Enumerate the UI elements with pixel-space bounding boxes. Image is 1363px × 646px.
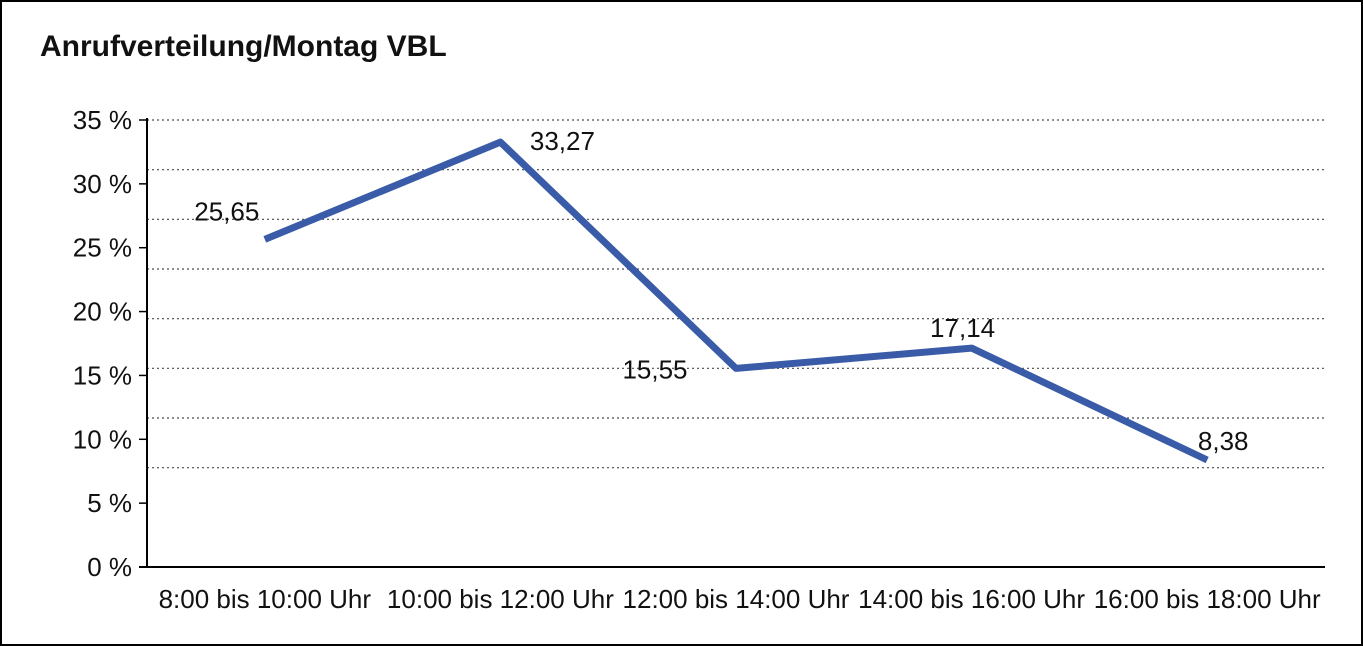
data-value-label: 8,38	[1198, 426, 1249, 456]
data-value-label: 15,55	[622, 354, 687, 384]
x-category-label: 8:00 bis 10:00 Uhr	[159, 584, 372, 614]
y-tick-label: 5 %	[87, 488, 132, 518]
x-category-label: 12:00 bis 14:00 Uhr	[623, 584, 850, 614]
x-category-label: 10:00 bis 12:00 Uhr	[387, 584, 614, 614]
y-tick-label: 20 %	[73, 297, 132, 327]
chart-title: Anrufverteilung/Montag VBL	[40, 30, 447, 63]
y-tick-label: 30 %	[73, 169, 132, 199]
x-category-label: 14:00 bis 16:00 Uhr	[858, 584, 1085, 614]
data-line	[263, 138, 1209, 464]
y-tick-label: 15 %	[73, 360, 132, 390]
y-tick-label: 10 %	[73, 424, 132, 454]
data-value-label: 25,65	[194, 196, 259, 226]
y-tick-label: 0 %	[87, 552, 132, 582]
y-tick-label: 35 %	[73, 105, 132, 135]
data-value-label: 17,14	[930, 313, 995, 343]
y-tick-label: 25 %	[73, 233, 132, 263]
data-value-label: 33,27	[530, 126, 595, 156]
x-category-label: 16:00 bis 18:00 Uhr	[1094, 584, 1321, 614]
